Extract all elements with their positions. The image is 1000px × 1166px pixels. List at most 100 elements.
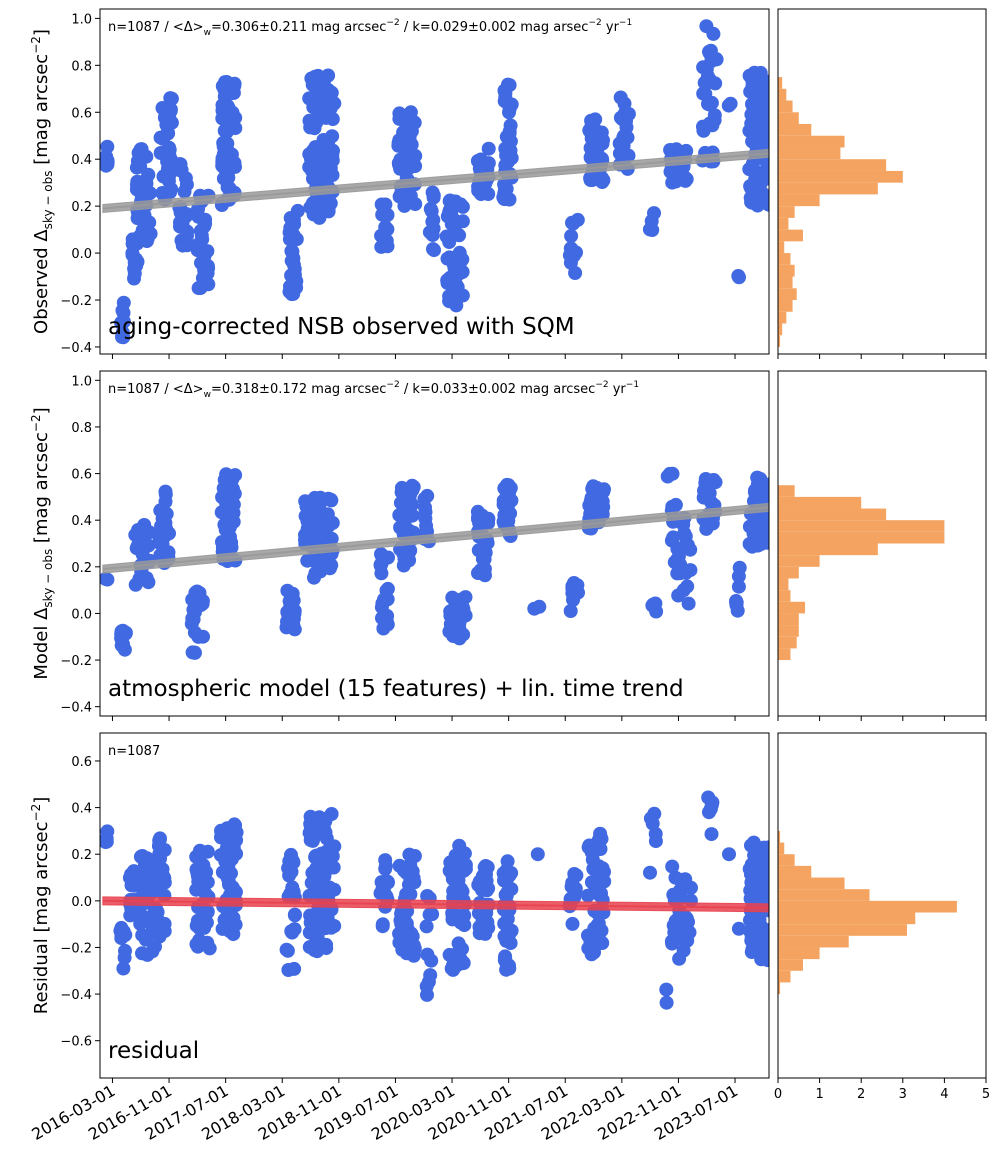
hist-axes-frame (777, 370, 987, 717)
data-point (762, 156, 769, 171)
data-point (500, 477, 514, 492)
histogram-bar (778, 543, 878, 556)
data-point (392, 106, 407, 121)
data-point (446, 251, 461, 265)
data-point (732, 270, 746, 285)
histogram-bar (778, 241, 785, 254)
histogram-bar (778, 924, 907, 936)
histogram-bar (778, 508, 887, 521)
data-point (392, 926, 407, 941)
histogram-bar (778, 335, 781, 347)
data-point (156, 131, 171, 146)
data-point (649, 604, 664, 619)
data-point (192, 933, 207, 948)
stats-annotation: n=1087 (108, 744, 160, 759)
data-point (318, 172, 333, 187)
data-point (158, 484, 173, 499)
data-point (744, 838, 758, 853)
data-point (701, 96, 715, 111)
histogram-bar (778, 877, 845, 890)
data-point (760, 113, 769, 128)
data-point (456, 627, 471, 642)
data-point (731, 921, 746, 936)
hist-x-tick-label: 5 (982, 1087, 990, 1102)
data-point (215, 98, 230, 113)
histogram-bar (778, 625, 799, 637)
data-point (135, 882, 150, 897)
histogram-bar (778, 206, 795, 218)
panel-label: aging-corrected NSB observed with SQM (108, 314, 575, 340)
histogram-bar (778, 601, 806, 614)
data-point (678, 529, 693, 544)
data-point (309, 79, 324, 94)
data-point (287, 622, 302, 637)
data-point (702, 44, 716, 59)
y-tick-label: 0.2 (71, 561, 92, 576)
data-point (422, 225, 437, 240)
data-point (670, 913, 685, 928)
data-point (743, 190, 758, 205)
data-point (532, 599, 547, 614)
data-point (498, 949, 513, 964)
data-point (472, 874, 487, 889)
data-point (215, 540, 230, 555)
data-point (417, 492, 432, 506)
data-point (678, 173, 693, 188)
histogram-bar (778, 264, 795, 277)
data-point (419, 919, 434, 934)
panel-label: atmospheric model (15 features) + lin. t… (108, 676, 684, 702)
main-axes-frame (99, 8, 770, 355)
y-tick-label: −0.4 (60, 701, 92, 716)
data-point (440, 209, 455, 224)
data-point (700, 519, 715, 534)
data-point (160, 161, 175, 176)
data-point (225, 105, 240, 120)
data-point (569, 868, 584, 883)
data-point (563, 241, 578, 256)
data-point (730, 603, 745, 618)
data-point (161, 174, 176, 188)
histogram-bar (778, 229, 803, 242)
data-point (496, 493, 511, 508)
data-point (138, 932, 153, 947)
data-point (194, 228, 209, 243)
data-point (197, 906, 212, 921)
data-point (131, 146, 146, 160)
data-point (317, 108, 332, 123)
data-point (665, 936, 680, 951)
data-point (396, 161, 411, 176)
data-point (299, 528, 314, 543)
data-point (378, 220, 393, 235)
data-point (761, 840, 769, 855)
data-point (137, 536, 152, 551)
histogram-bar (778, 912, 916, 925)
data-point (453, 197, 468, 212)
data-point (318, 814, 333, 829)
data-point (316, 869, 331, 884)
histogram-bar (778, 485, 795, 497)
data-point (406, 948, 421, 963)
histogram-observed (778, 77, 903, 347)
data-point (591, 873, 606, 888)
histogram-bar (778, 854, 795, 866)
y-tick-label: 0.2 (71, 848, 92, 863)
histogram-bar (778, 555, 820, 567)
data-point (451, 936, 466, 951)
data-point (309, 157, 324, 172)
y-tick-label: 0.2 (71, 200, 92, 215)
y-tick-label: 0.4 (71, 802, 92, 817)
data-point (133, 228, 147, 243)
data-point (621, 107, 636, 121)
data-point (308, 140, 323, 155)
data-point (115, 303, 130, 318)
data-point (284, 600, 299, 615)
data-point (194, 846, 209, 861)
data-point (321, 491, 336, 506)
data-point (731, 579, 746, 594)
data-point (152, 846, 167, 861)
data-point (446, 290, 461, 305)
data-point (283, 211, 298, 225)
data-point (456, 602, 471, 617)
data-point (665, 859, 680, 874)
data-point (159, 521, 174, 536)
